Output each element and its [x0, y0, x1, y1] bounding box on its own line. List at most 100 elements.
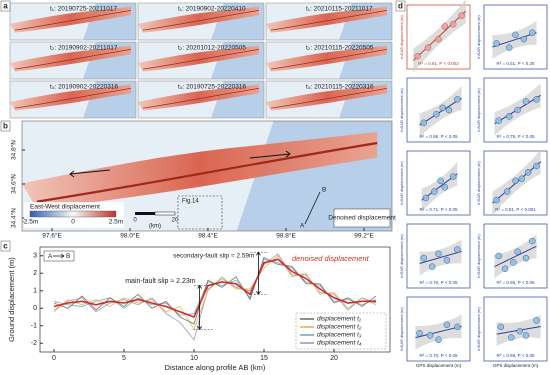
scatter-point — [422, 194, 430, 202]
legend-label: displacement t₃ — [317, 332, 362, 339]
map-frame — [9, 80, 137, 119]
subplot-stat: R² = 0.51, P < 0.25 — [497, 61, 535, 66]
scatter-point — [428, 263, 436, 270]
subplot-stat: R² = 0.71, P < 0.05 — [420, 207, 458, 212]
scatter-point — [458, 12, 465, 19]
inset-label: Fig.14 — [182, 199, 199, 205]
scatter-point — [426, 332, 434, 339]
scatter-point — [445, 106, 453, 114]
subplot-y-label: InSAR displacement (m) — [476, 307, 481, 351]
profile-line — [304, 191, 321, 225]
scale-label: 20 — [172, 218, 179, 224]
legend-label: displacement t₄ — [317, 340, 362, 347]
scatter-point — [505, 44, 513, 51]
caption: Denoised displacement — [328, 215, 396, 222]
subplot-y-label: InSAR displacement (m) — [476, 234, 481, 278]
lat-label: 34.8°N — [10, 140, 18, 160]
scatter-point — [435, 250, 442, 258]
x-tick-label: 15 — [260, 355, 268, 362]
fit-line — [412, 10, 467, 61]
x-tick-label: 0 — [52, 355, 56, 362]
map-frame — [9, 2, 137, 41]
denoised-line — [53, 258, 376, 319]
ab-label: A — [48, 253, 53, 260]
colorbar-label: -2.5m — [22, 219, 39, 226]
scatter-point — [514, 106, 521, 114]
motion-arrow — [249, 150, 291, 159]
scatter-point — [514, 248, 521, 255]
scatter-point — [503, 188, 511, 195]
subplot-stat: R² = 0.66, P < 0.05 — [420, 134, 458, 139]
scale-bar-white — [154, 211, 176, 216]
motion-arrow — [69, 169, 111, 178]
map-frame — [265, 2, 393, 41]
panel-label-box — [0, 0, 11, 12]
series-label: denoised displacement — [292, 254, 370, 263]
scatter-point — [416, 330, 423, 337]
scatter-point — [437, 177, 444, 185]
map-label: t₃: 20210115-20220316 — [306, 84, 374, 91]
scatter-point — [435, 336, 442, 343]
annotation: main-fault slip ≈ 2.23m — [125, 278, 196, 285]
colorbar-label: 2.5m — [109, 219, 123, 226]
x-tick-label: 20 — [330, 355, 338, 362]
scatter-point — [443, 257, 451, 264]
scatter-point — [512, 177, 519, 185]
scale-label: 0 — [133, 218, 137, 224]
map-frame — [21, 120, 393, 232]
annotation: secondary-fault slip ≈ 2.59m — [173, 253, 254, 260]
scatter-point — [431, 188, 438, 195]
scatter-point — [533, 96, 540, 103]
subplot-y-label: InSAR displacement (m) — [399, 88, 404, 132]
y-tick-label: -2 — [31, 340, 37, 347]
scatter-point — [414, 52, 421, 60]
scatter-point — [441, 23, 449, 30]
profile-end: B — [322, 187, 326, 194]
scatter-point — [533, 162, 540, 170]
scatter-point — [510, 259, 517, 266]
x-axis-label: Distance along profile AB (km) — [165, 363, 266, 372]
map-label: t₂: 20201012-20220505 — [178, 45, 246, 52]
scatter-point — [497, 323, 505, 331]
x-tick-label: 10 — [190, 355, 198, 362]
subplot-y-label: InSAR displacement (m) — [399, 15, 404, 59]
ab-arrow — [53, 253, 65, 259]
map-label: t₃: 20190725-20220316 — [178, 84, 246, 91]
lon-label: 98.8°E — [276, 232, 296, 240]
map-frame — [137, 2, 265, 41]
panel-label-box — [0, 120, 11, 132]
scatter-point — [420, 119, 428, 127]
scatter-point — [441, 184, 449, 191]
map-label: t₁: 20190902-20220410 — [178, 6, 246, 13]
scatter-point — [520, 35, 528, 43]
x-tick-label: 5 — [122, 355, 126, 362]
scatter-point — [454, 246, 461, 253]
lat-label: 34.4°N — [10, 208, 18, 228]
colorbar — [29, 210, 117, 218]
subplot-y-label: InSAR displacement (m) — [476, 88, 481, 132]
subplot-y-label: InSAR displacement (m) — [399, 161, 404, 205]
scatter-point — [508, 334, 515, 341]
subplot-stat: R² = 0.91, P < 0.002 — [418, 61, 459, 66]
y-tick-label: -1 — [31, 323, 37, 330]
fit-line — [492, 32, 537, 48]
scatter-point — [433, 111, 440, 118]
scatter-point — [493, 40, 500, 47]
scatter-point — [522, 332, 530, 339]
subplot-y-label: InSAR displacement (m) — [399, 307, 404, 351]
map-label: t₃: 20190902-20220316 — [50, 84, 118, 91]
fit-line — [419, 97, 462, 126]
map-label: t₂: 20210115-20220505 — [306, 45, 374, 52]
fit-line — [415, 325, 462, 339]
scatter-point — [435, 35, 442, 43]
map-label: t₁: 20190725-20211017 — [50, 6, 118, 13]
scatter-point — [449, 173, 457, 180]
scatter-point — [454, 96, 461, 103]
subplot-x-label: GPS displacement (m) — [416, 363, 462, 368]
scatter-point — [501, 265, 509, 273]
scatter-point — [518, 175, 526, 182]
scatter-point — [529, 237, 536, 245]
panel-label-box — [395, 0, 406, 12]
lon-label: 99.2°E — [354, 232, 374, 240]
